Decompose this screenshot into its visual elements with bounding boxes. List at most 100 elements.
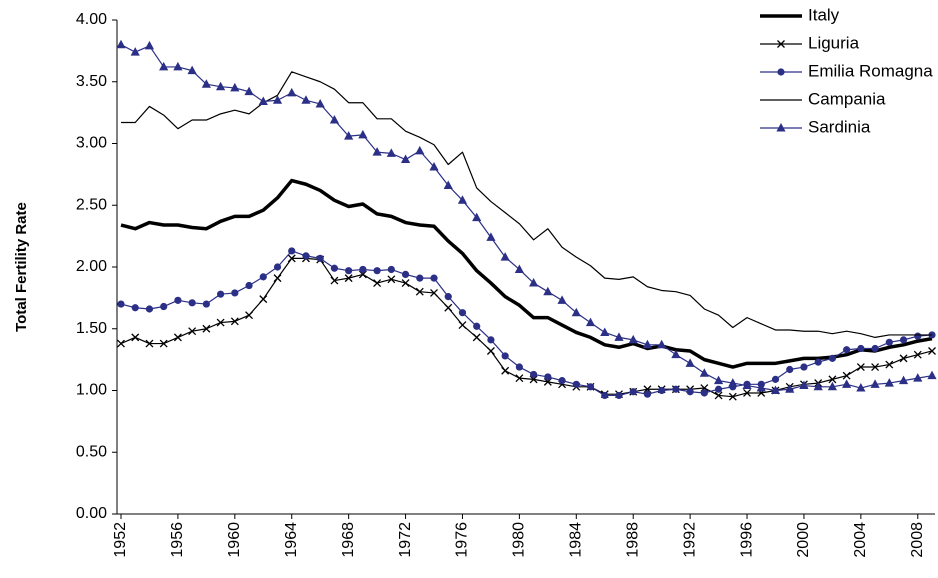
marker: [515, 374, 524, 383]
marker: [259, 295, 268, 304]
marker: [160, 302, 168, 311]
marker: [202, 300, 210, 308]
marker: [373, 279, 382, 288]
marker: [458, 309, 467, 317]
marker: [501, 366, 510, 375]
marker: [359, 265, 367, 274]
marker: [898, 375, 909, 385]
marker: [387, 265, 395, 274]
marker: [416, 274, 424, 282]
marker: [530, 370, 538, 379]
marker: [415, 287, 424, 296]
marker: [272, 95, 283, 104]
series-line: [120, 257, 933, 398]
marker: [444, 303, 453, 312]
legend-label: Sardinia: [808, 117, 871, 136]
marker: [558, 377, 566, 385]
marker: [373, 267, 381, 275]
marker: [159, 339, 168, 348]
marker: [244, 86, 254, 96]
marker: [799, 380, 809, 390]
marker: [472, 333, 481, 342]
marker: [386, 148, 396, 157]
marker: [316, 254, 324, 262]
marker: [601, 391, 609, 400]
series-line: [120, 178, 933, 369]
marker: [714, 385, 723, 393]
marker: [657, 339, 667, 349]
marker: [615, 391, 623, 400]
marker: [486, 232, 496, 241]
marker: [777, 40, 785, 48]
marker: [884, 378, 894, 387]
marker: [201, 79, 211, 88]
marker: [287, 254, 296, 263]
marker: [885, 360, 894, 369]
marker: [329, 115, 340, 124]
marker: [786, 365, 794, 374]
x-tick-label: 2008: [909, 522, 926, 558]
marker: [130, 47, 140, 56]
marker: [628, 334, 638, 344]
marker: [699, 368, 709, 377]
marker: [258, 96, 268, 106]
marker: [231, 289, 239, 297]
marker: [658, 386, 666, 395]
marker: [843, 346, 851, 354]
marker: [586, 383, 595, 391]
marker: [145, 339, 154, 348]
marker: [571, 307, 581, 317]
marker: [828, 375, 837, 384]
marker: [344, 131, 354, 140]
series-line: [120, 250, 933, 397]
marker: [914, 332, 922, 340]
marker: [245, 311, 254, 320]
marker: [288, 247, 296, 255]
marker: [443, 180, 453, 189]
marker: [742, 380, 752, 390]
x-tick-label: 2000: [795, 522, 812, 558]
marker: [913, 350, 922, 359]
y-axis-title: Total Fertility Rate: [13, 202, 30, 332]
marker: [899, 336, 908, 344]
marker: [544, 373, 552, 381]
marker: [756, 383, 766, 392]
marker: [629, 388, 637, 396]
marker: [344, 274, 353, 283]
marker: [870, 379, 880, 388]
marker: [472, 212, 482, 222]
marker: [672, 385, 680, 393]
marker: [401, 270, 410, 279]
series: [117, 247, 936, 400]
x-tick-label: 1996: [738, 522, 755, 558]
y-tick-label: 2.50: [76, 196, 107, 213]
marker: [913, 373, 923, 382]
marker: [202, 324, 211, 333]
marker: [700, 389, 708, 397]
legend-label: Italy: [808, 5, 840, 24]
marker: [302, 252, 310, 260]
y-tick-label: 4.00: [76, 11, 107, 28]
marker: [131, 333, 140, 342]
x-tick-label: 1972: [397, 522, 414, 558]
marker: [671, 349, 681, 359]
marker: [686, 388, 694, 396]
marker: [771, 375, 780, 383]
marker: [899, 354, 908, 363]
marker: [159, 61, 169, 71]
marker: [145, 305, 154, 313]
x-tick-label: 1964: [283, 522, 300, 558]
marker: [215, 81, 226, 91]
marker: [487, 336, 495, 344]
marker: [273, 274, 282, 283]
marker: [458, 321, 467, 330]
y-tick-label: 3.00: [76, 135, 107, 152]
marker: [871, 363, 880, 371]
marker: [685, 358, 695, 367]
y-tick-label: 1.00: [76, 382, 107, 399]
marker: [230, 82, 240, 92]
x-tick-label: 1960: [226, 522, 243, 558]
marker: [514, 264, 524, 273]
y-tick-label: 3.50: [76, 73, 107, 90]
